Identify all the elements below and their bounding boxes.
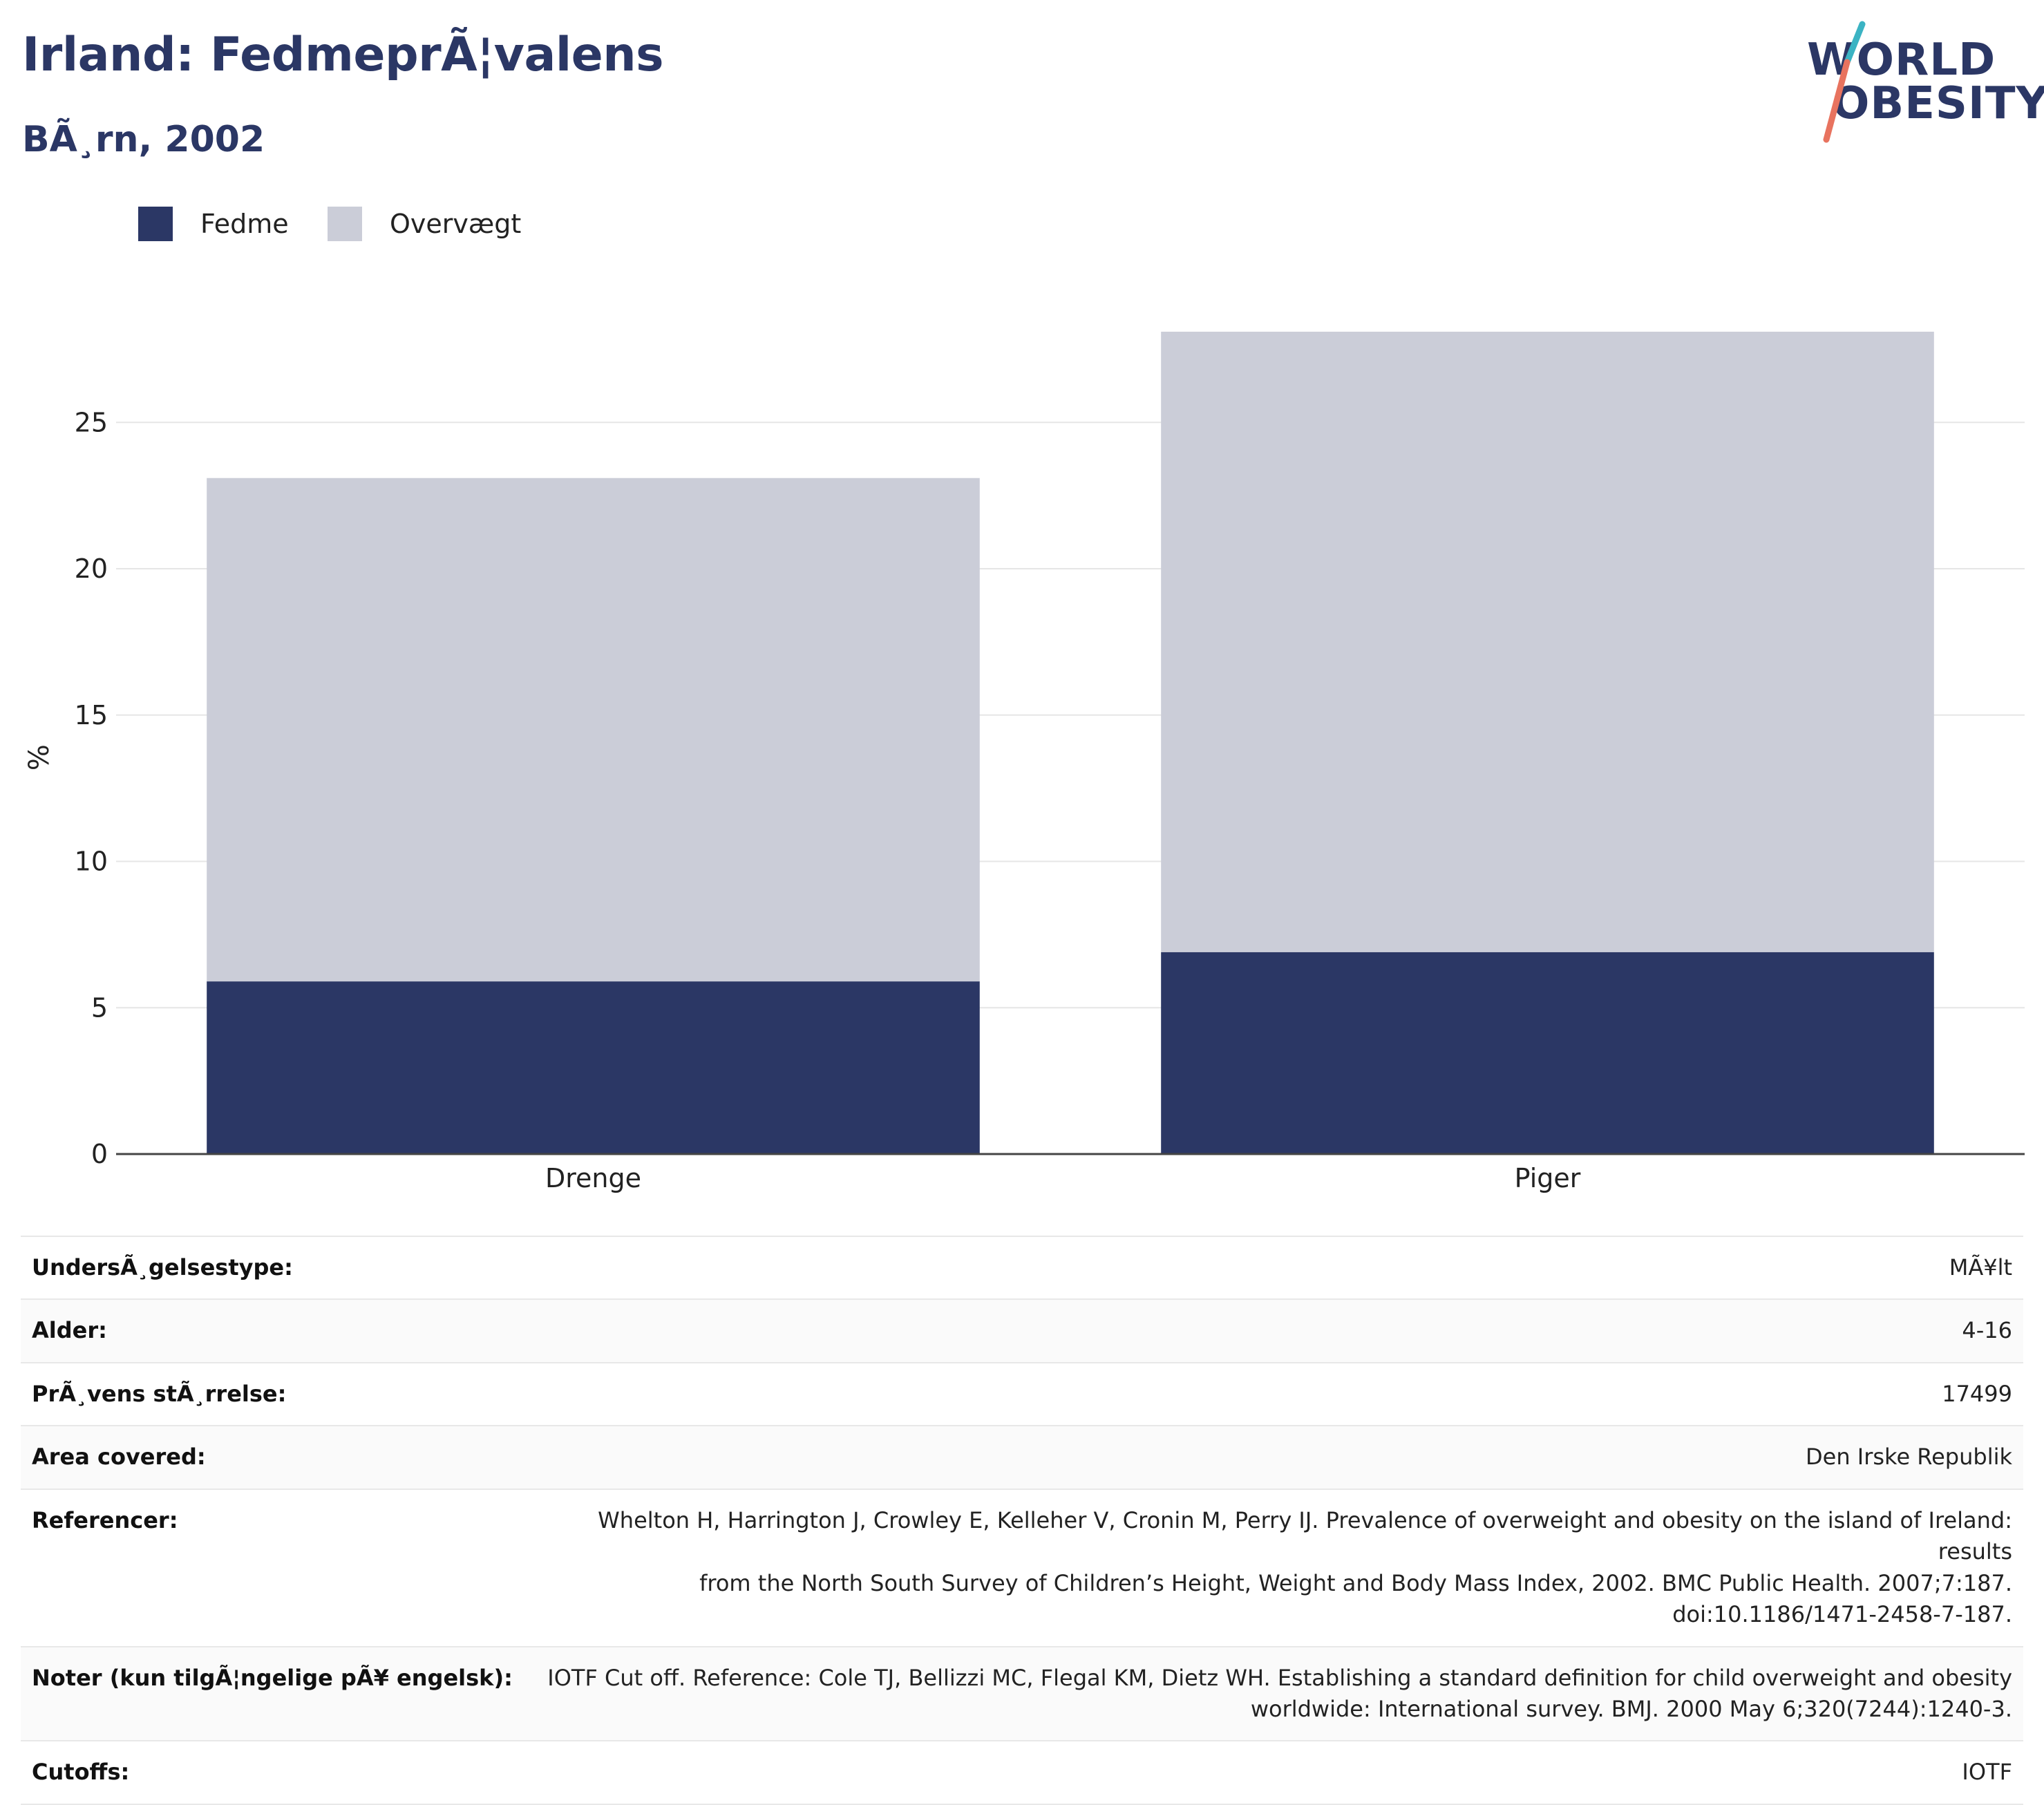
info-row: Noter (kun tilgÃ¦ngelige pÃ¥ engelsk): IO… <box>21 1645 2023 1742</box>
info-value-line: 4-16 <box>1962 1317 2012 1344</box>
page-subtitle: BÃ¸rn, 2002 <box>22 119 265 160</box>
world-obesity-logo: WORLD OBESITY <box>1807 21 2044 145</box>
logo-line-obesity: OBESITY <box>1832 78 2044 129</box>
info-row: UndersÃ¸gelsestype: MÃ¥lt <box>21 1235 2023 1301</box>
logo-line-world: WORLD <box>1807 35 1996 86</box>
legend-swatch-overvaegt <box>328 207 362 241</box>
y-tick-label: 15 <box>75 700 108 730</box>
info-value: IOTF Cut off. Reference: Cole TJ, Belliz… <box>527 1645 2023 1742</box>
info-value-line: 17499 <box>1942 1380 2012 1407</box>
info-row: Referencer: Whelton H, Harrington J, Crow… <box>21 1488 2023 1647</box>
info-value-line: Den Irske Republik <box>1806 1444 2012 1471</box>
info-value: Den Irske Republik <box>527 1425 2023 1490</box>
info-row: Alder: 4-16 <box>21 1298 2023 1363</box>
info-key: Referencer: <box>21 1488 527 1647</box>
y-tick-label: 10 <box>75 847 108 877</box>
info-value-line: doi:10.1186/1471-2458-7-187. <box>1672 1601 2012 1628</box>
info-key: Cutoffs: <box>21 1740 527 1805</box>
y-axis-title: % <box>23 744 55 771</box>
info-key: Area covered: <box>21 1425 527 1490</box>
info-value-line: IOTF Cut off. Reference: Cole TJ, Belliz… <box>547 1664 2012 1691</box>
stacked-bar-chart: 0 5 10 15 20 25% Drenge Piger <box>23 332 2025 1193</box>
legend-swatch-fedme <box>138 207 173 241</box>
info-row: PrÃ¸vens stÃ¸rrelse: 17499 <box>21 1361 2023 1427</box>
y-tick-label: 0 <box>91 1139 108 1169</box>
info-value-line: Whelton H, Harrington J, Crowley E, Kell… <box>598 1506 2012 1565</box>
bar-fedme-drenge <box>207 981 980 1154</box>
info-value-line: worldwide: International survey. BMJ. 20… <box>1250 1695 2012 1722</box>
info-value-line: IOTF <box>1962 1759 2012 1786</box>
bar-fedme-piger <box>1161 952 1934 1154</box>
info-value: 17499 <box>527 1361 2023 1427</box>
info-value-line: from the North South Survey of Children’… <box>699 1569 2012 1596</box>
logo-slash-icon <box>1823 21 1866 143</box>
info-row: Cutoffs: IOTF <box>21 1740 2023 1805</box>
info-value: 4-16 <box>527 1298 2023 1363</box>
x-tick-label: Piger <box>1515 1163 1581 1193</box>
y-tick-label: 25 <box>75 407 108 437</box>
info-key: Noter (kun tilgÃ¦ngelige pÃ¥ engelsk): <box>21 1645 527 1742</box>
info-key: UndersÃ¸gelsestype: <box>21 1235 527 1301</box>
page-title: Irland: FedmeprÃ¦valens <box>22 28 664 82</box>
info-value-line: MÃ¥lt <box>1949 1254 2012 1280</box>
info-key: PrÃ¸vens stÃ¸rrelse: <box>21 1361 527 1427</box>
y-tick-label: 20 <box>75 554 108 584</box>
info-key: Alder: <box>21 1298 527 1363</box>
legend-label-overvaegt: Overvægt <box>390 209 522 239</box>
legend-label-fedme: Fedme <box>200 209 289 239</box>
info-value: IOTF <box>527 1740 2023 1805</box>
y-tick-label: 5 <box>91 992 108 1023</box>
info-row: Area covered: Den Irske Republik <box>21 1425 2023 1490</box>
info-value: Whelton H, Harrington J, Crowley E, Kell… <box>527 1488 2023 1647</box>
bar-overvgt-piger <box>1161 332 1934 952</box>
survey-info-table: UndersÃ¸gelsestype: MÃ¥lt Alder: 4-16 PrÃ¸ve… <box>21 1235 2023 1805</box>
x-tick-label: Drenge <box>545 1163 641 1193</box>
bar-overvgt-drenge <box>207 478 980 982</box>
info-value: MÃ¥lt <box>527 1235 2023 1301</box>
